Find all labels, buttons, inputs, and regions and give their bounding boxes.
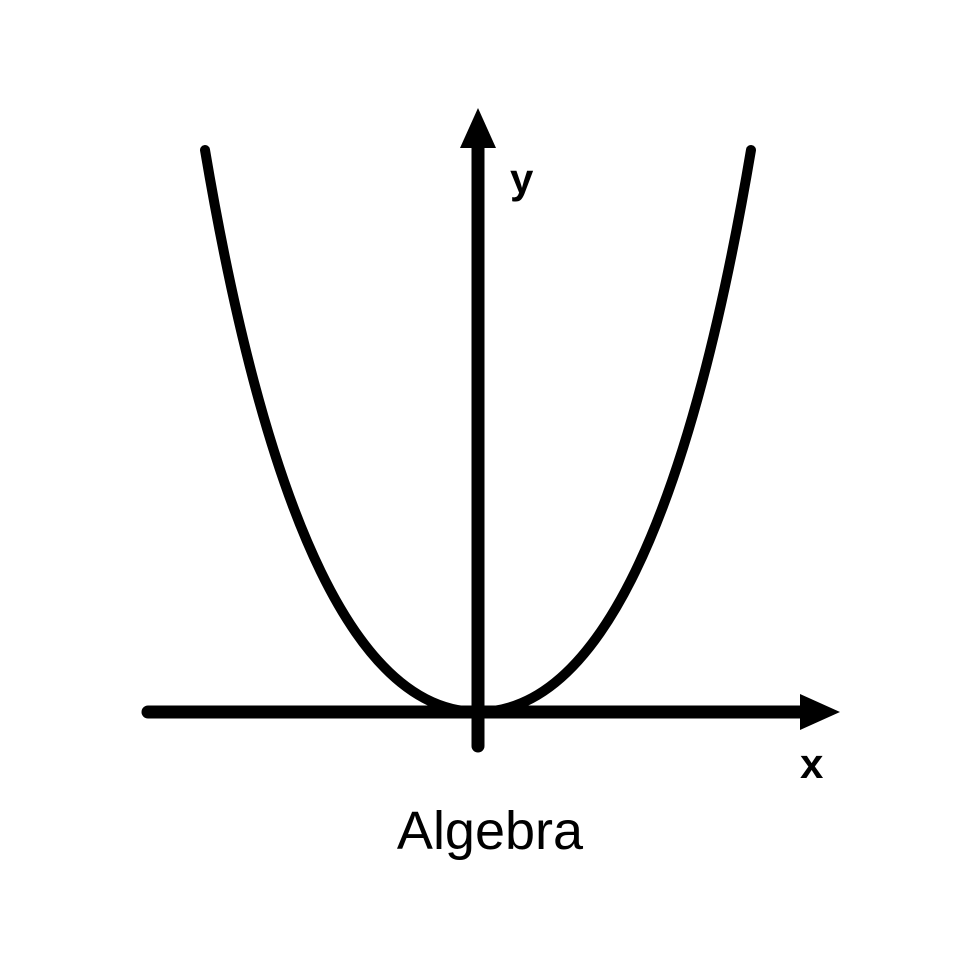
x-axis-label: x xyxy=(800,740,823,788)
y-axis-label: y xyxy=(510,155,533,203)
algebra-diagram: y x Algebra xyxy=(0,0,980,980)
diagram-caption: Algebra xyxy=(330,800,650,862)
